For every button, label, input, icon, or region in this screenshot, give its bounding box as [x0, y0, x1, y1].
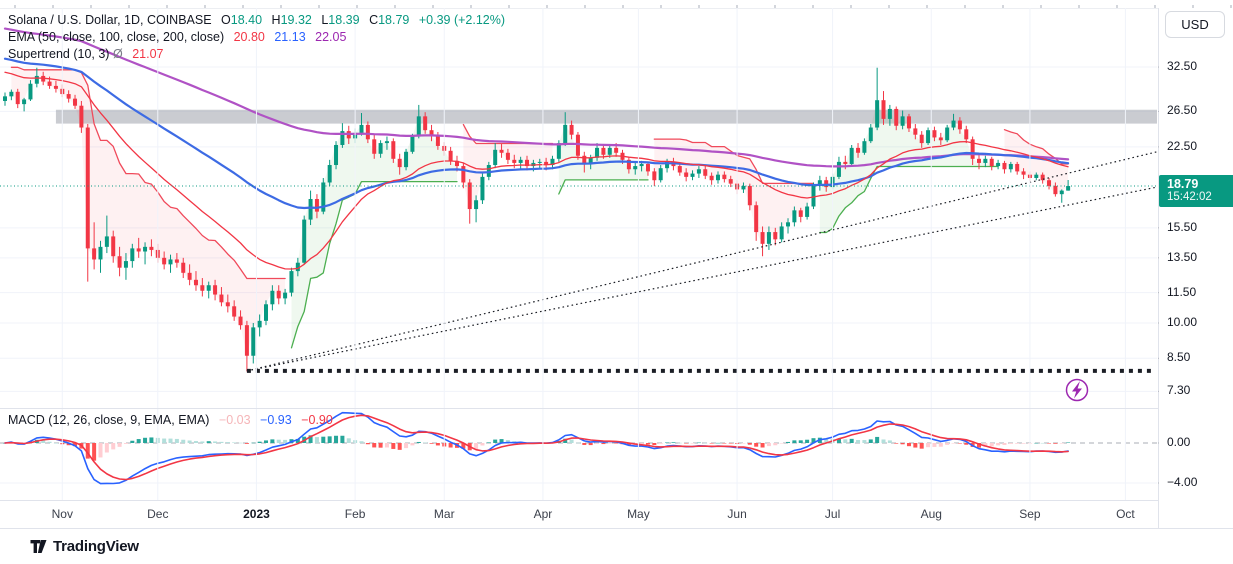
supertrend-value: 21.07 [132, 47, 164, 61]
time-axis-label: Sep [1019, 507, 1041, 521]
price-axis-label: 13.50 [1167, 249, 1198, 264]
close-label: C [369, 13, 379, 27]
macd-line-value: −0.93 [260, 413, 292, 427]
tradingview-brand-text: TradingView [53, 538, 139, 555]
macd-axis-label: −4.00 [1167, 475, 1198, 489]
time-axis-label: Oct [1116, 507, 1135, 521]
macd-params: (12, 26, close, 9, EMA, EMA) [48, 413, 210, 427]
tradingview-logo-icon [30, 540, 47, 553]
high-label: H [271, 13, 281, 27]
macd-hist-value: −0.03 [218, 413, 251, 427]
cropped-toolbar [0, 0, 1233, 9]
currency-toggle-button[interactable]: USD [1165, 11, 1225, 38]
price-axis[interactable]: USD 32.50 26.50 22.50 15.50 13.50 11.50 10.00 8… [1159, 8, 1233, 528]
time-axis-label: Dec [147, 507, 169, 521]
time-axis-label: Aug [920, 507, 942, 521]
time-axis-label: Mar [433, 507, 455, 521]
price-axis-label: 11.50 [1167, 284, 1197, 299]
supertrend-params: (10, 3) [73, 47, 110, 61]
supertrend-name[interactable]: Supertrend [8, 47, 70, 61]
price-axis-label: 22.50 [1167, 138, 1198, 153]
tradingview-logo[interactable]: TradingView [30, 538, 139, 555]
low-value: 18.39 [328, 13, 360, 27]
macd-axis-label: 0.00 [1167, 435, 1191, 449]
macd-name[interactable]: MACD [8, 413, 45, 427]
open-value: 18.40 [230, 13, 263, 27]
price-axis-label: 15.50 [1167, 219, 1198, 234]
main-legend: Solana / U.S. Dollar, 1D, COINBASE O18.4… [8, 12, 505, 63]
ema200-value: 22.05 [315, 30, 347, 44]
footer-bar: TradingView [0, 529, 1233, 564]
time-axis-label: Jun [727, 507, 747, 521]
time-axis-label: 2023 [243, 507, 270, 521]
macd-signal-value: −0.90 [301, 413, 333, 427]
price-axis-label: 32.50 [1167, 59, 1198, 74]
change-value: +0.39 (+2.12%) [418, 13, 506, 27]
bar-countdown: 15:42:02 [1167, 191, 1212, 204]
supertrend-legend-row[interactable]: Supertrend (10, 3) Ø 21.07 [8, 46, 505, 63]
ema50-value: 20.80 [233, 30, 265, 44]
close-value: 18.79 [378, 13, 410, 27]
high-value: 19.32 [280, 13, 312, 27]
time-axis-label: May [627, 507, 650, 521]
symbol-title[interactable]: Solana / U.S. Dollar, 1D, COINBASE [8, 13, 212, 27]
ema-params: (50, close, 100, close, 200, close) [37, 30, 225, 44]
price-axis-label: 8.50 [1167, 350, 1191, 365]
price-axis-label: 10.00 [1167, 315, 1198, 329]
open-label: O [221, 13, 231, 27]
ema-legend-row[interactable]: EMA (50, close, 100, close, 200, close) … [8, 29, 505, 46]
last-price-value: 18.79 [1167, 177, 1199, 192]
time-axis-label: Nov [51, 507, 73, 521]
price-axis-label: 7.30 [1167, 383, 1191, 398]
time-axis-label: Apr [533, 507, 553, 521]
ema100-value: 21.13 [274, 30, 306, 44]
price-axis-label: 26.50 [1167, 103, 1198, 118]
macd-legend-row[interactable]: MACD (12, 26, close, 9, EMA, EMA) −0.03 … [8, 413, 333, 427]
symbol-legend-row[interactable]: Solana / U.S. Dollar, 1D, COINBASE O18.4… [8, 12, 505, 29]
time-axis[interactable]: Nov Dec 2023 Feb Mar Apr May Jun Jul Aug Sep Oct [0, 501, 1158, 528]
supertrend-avg-symbol: Ø [112, 47, 123, 61]
ema-name[interactable]: EMA [8, 30, 35, 44]
time-axis-label: Jul [824, 507, 841, 521]
time-axis-label: Feb [344, 507, 366, 521]
low-label: L [321, 13, 329, 27]
last-price-label: 18.79 15:42:02 [1159, 175, 1233, 208]
